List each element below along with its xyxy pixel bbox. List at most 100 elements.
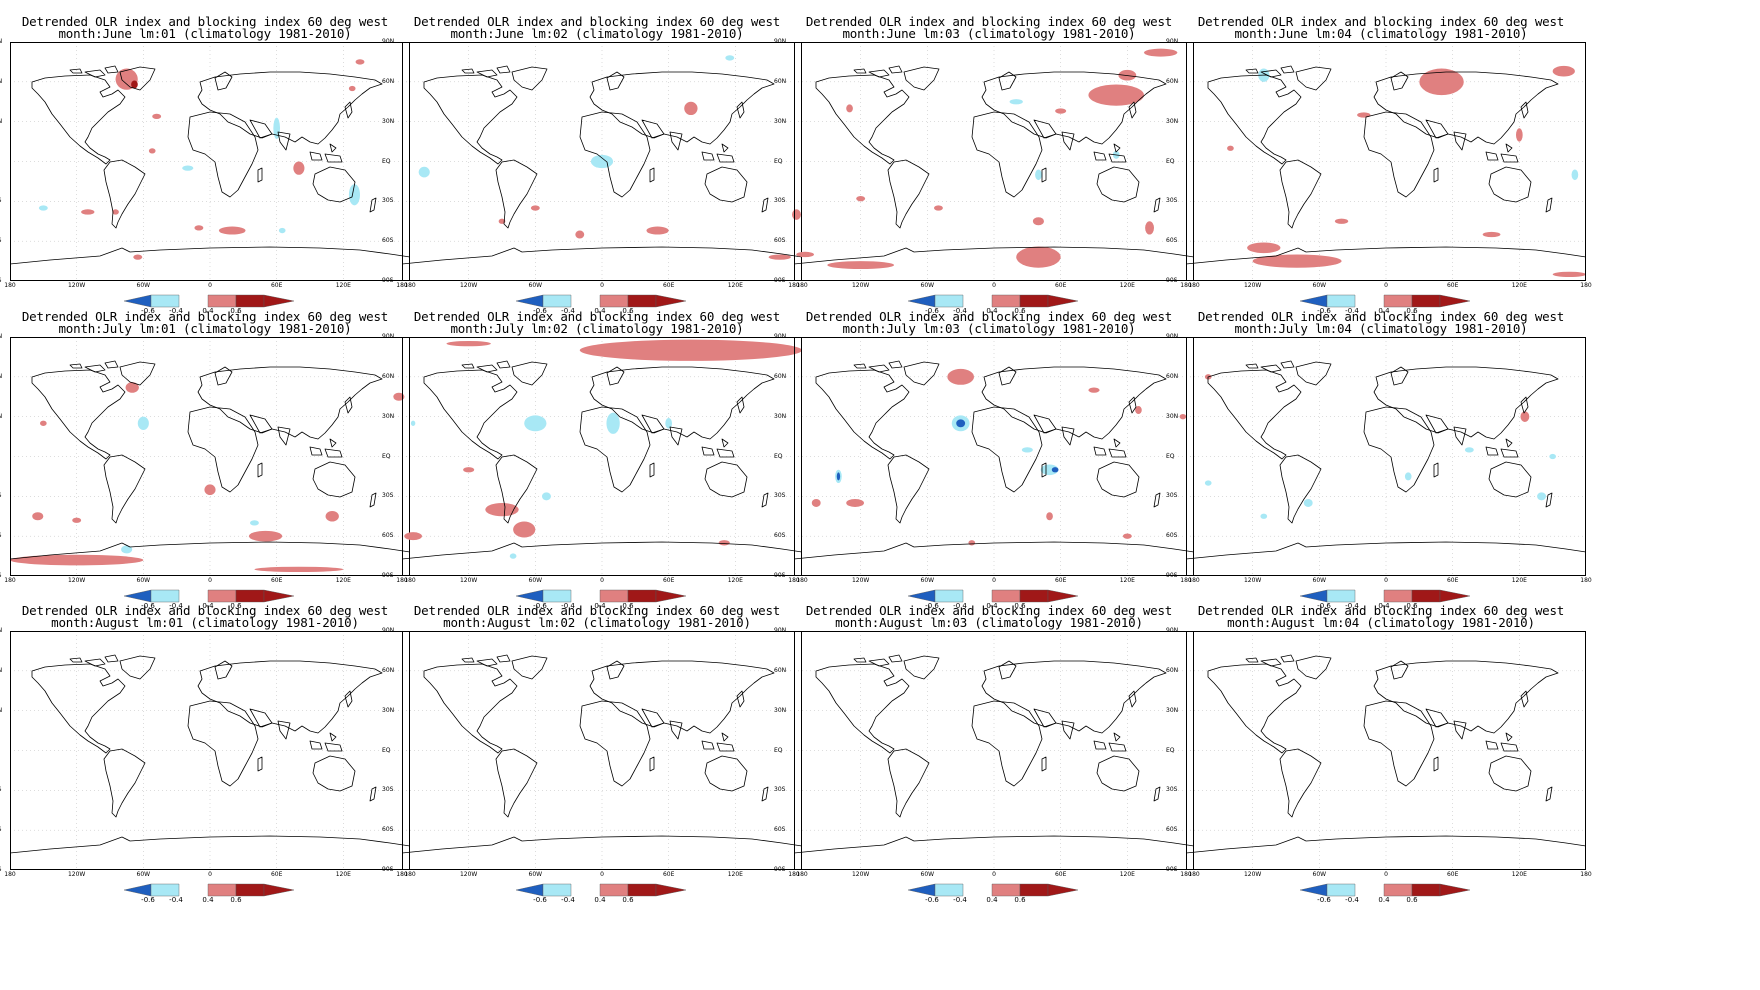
lon-tick-label: 60W <box>528 282 543 289</box>
colorbar <box>516 294 686 308</box>
panel-subtitle: month:July lm:04 (climatology 1981-2010) <box>1234 321 1528 336</box>
anomaly-patch <box>1549 453 1556 460</box>
lon-tick-label: 180 <box>1180 577 1192 584</box>
lat-tick-label: 60N <box>774 77 787 85</box>
colorbar-arrow-positive <box>1439 294 1470 308</box>
lat-tick-label: 60N <box>0 373 2 380</box>
lat-tick-label: 60S <box>0 237 1 244</box>
colorbar-negative <box>934 883 964 897</box>
map-frame <box>402 42 802 281</box>
anomaly-patch <box>1135 406 1142 415</box>
map-frame <box>794 631 1194 870</box>
world-map <box>402 631 802 870</box>
lon-tick-label: 60E <box>662 871 675 878</box>
world-map <box>1186 337 1586 576</box>
colorbar-tick-label: -0.4 <box>953 602 967 610</box>
lat-tick-label: 30N <box>382 117 395 125</box>
anomaly-patch <box>530 205 540 211</box>
anomaly-patch <box>836 472 841 481</box>
lon-tick-label: 120W <box>459 577 478 584</box>
colorbar-tick-label: 0.4 <box>1378 602 1390 610</box>
map-panel-june-lm03: Detrended OLR index and blocking index 6… <box>774 15 1200 336</box>
anomaly-patch <box>1204 480 1212 486</box>
lon-tick-label: 180 <box>1180 282 1192 289</box>
anomaly-patch <box>194 225 204 231</box>
colorbar-strong-positive <box>1411 883 1441 897</box>
anomaly-patch <box>1260 513 1268 519</box>
anomaly-patch <box>1009 99 1023 105</box>
panel-subtitle: month:June lm:03 (climatology 1981-2010) <box>842 26 1136 41</box>
anomaly-patch <box>524 415 547 432</box>
lon-tick-label: 120W <box>459 871 478 878</box>
lat-tick-label: 30N <box>0 707 2 714</box>
anomaly-patch <box>404 532 422 541</box>
lon-tick-label: 120W <box>67 282 86 289</box>
anomaly-patch <box>947 368 974 385</box>
anomaly-patch <box>968 540 976 546</box>
lat-tick-label: 60S <box>382 532 394 540</box>
colorbar-negative <box>1326 883 1356 897</box>
anomaly-patch <box>348 184 361 206</box>
lon-tick-label: 60W <box>528 577 543 584</box>
anomaly-patch <box>1464 447 1474 453</box>
map-panel-july-lm02: Detrended OLR index and blocking index 6… <box>382 309 808 631</box>
panel-subtitle: month:July lm:03 (climatology 1981-2010) <box>842 321 1136 336</box>
colorbar-tick-label: 0.4 <box>986 896 998 904</box>
anomaly-patch <box>40 420 47 426</box>
anomaly-patch <box>325 510 339 522</box>
colorbar-tick-label: 0.6 <box>230 307 242 315</box>
colorbar <box>908 294 1078 308</box>
lat-tick-label: 30S <box>0 492 1 499</box>
lon-tick-label: 120W <box>1243 577 1262 584</box>
anomaly-patch <box>204 484 216 496</box>
colorbar-tick-label: 0.4 <box>1378 896 1390 904</box>
lon-tick-label: 120W <box>67 577 86 584</box>
anomaly-patch <box>133 254 143 260</box>
lon-tick-label: 0 <box>1384 871 1388 878</box>
map-frame <box>10 337 410 576</box>
anomaly-patch <box>1571 169 1579 181</box>
lon-tick-label: 60E <box>1054 282 1067 289</box>
colorbar-arrow-positive <box>263 589 294 603</box>
lat-tick-label: EQ <box>1166 157 1175 165</box>
anomaly-patch <box>38 205 48 211</box>
colorbar-tick-label: -0.6 <box>141 896 155 904</box>
lat-tick-label: EQ <box>1166 746 1175 754</box>
anomaly-patch <box>725 55 735 61</box>
lat-tick-label: 30N <box>382 706 395 714</box>
lon-tick-label: 60E <box>1446 577 1459 584</box>
anomaly-patch <box>148 148 156 154</box>
colorbar-arrow-positive <box>1439 589 1470 603</box>
lon-tick-label: 180 <box>4 577 16 584</box>
anomaly-patch <box>1088 387 1100 393</box>
anomaly-patch <box>1051 467 1059 473</box>
colorbar-tick-label: 0.4 <box>986 602 998 610</box>
lat-tick-label: 30N <box>382 412 395 420</box>
panel-title: Detrended OLR index and blocking index 6… <box>413 309 781 324</box>
colorbar-negative <box>1326 294 1356 308</box>
colorbar-negative <box>934 294 964 308</box>
colorbar-tick-label: -0.4 <box>561 307 575 315</box>
lon-tick-label: 180 <box>4 282 16 289</box>
colorbar-arrow-positive <box>655 589 686 603</box>
colorbar-arrow-positive <box>1047 589 1078 603</box>
map-panel-august-lm04: Detrended OLR index and blocking index 6… <box>1166 603 1592 925</box>
panel-title: Detrended OLR index and blocking index 6… <box>1197 603 1565 618</box>
lon-tick-label: 60E <box>1054 871 1067 878</box>
lat-tick-label: 90S <box>0 277 1 284</box>
anomaly-patch <box>827 261 894 270</box>
colorbar-strong-negative <box>908 589 936 603</box>
lon-tick-label: 120E <box>727 577 743 584</box>
anomaly-patch <box>846 498 864 507</box>
colorbar <box>1300 883 1470 897</box>
lon-tick-label: 180 <box>788 577 800 584</box>
map-frame <box>1186 42 1586 281</box>
world-map <box>10 337 410 576</box>
lon-tick-label: 60E <box>662 577 675 584</box>
anomaly-patch <box>248 530 283 542</box>
lat-tick-label: EQ <box>382 157 391 165</box>
anomaly-patch <box>1179 414 1187 420</box>
colorbar-tick-label: -0.6 <box>1317 602 1331 610</box>
anomaly-patch <box>1227 145 1234 151</box>
lon-tick-label: 60W <box>528 871 543 878</box>
